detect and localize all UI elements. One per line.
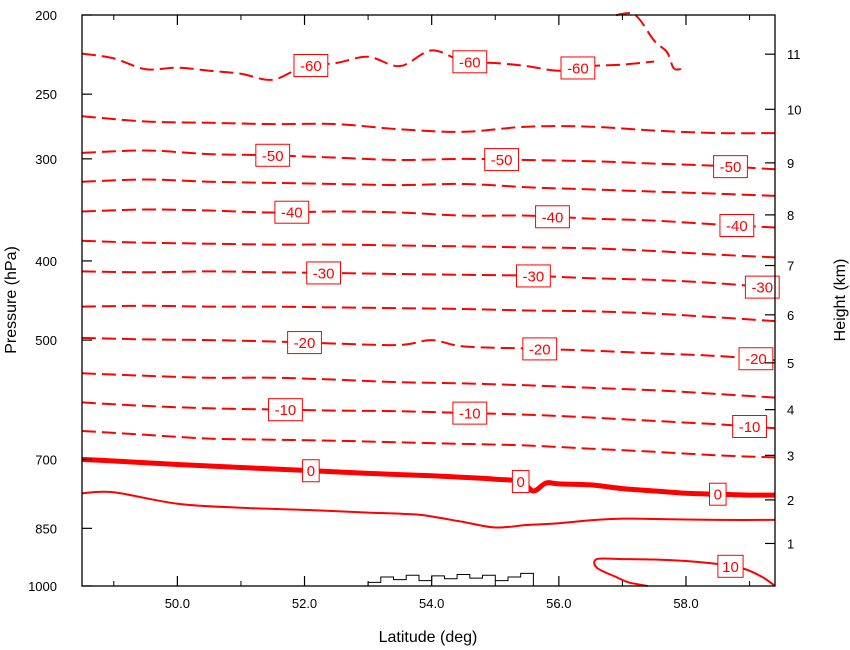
y2-tick-label: 9 bbox=[787, 156, 794, 171]
terrain-line bbox=[355, 572, 534, 587]
contour-line--40 bbox=[81, 208, 776, 229]
svg-text:-60: -60 bbox=[459, 54, 481, 71]
svg-text:0: 0 bbox=[517, 474, 525, 491]
contour-label: -50 bbox=[484, 148, 520, 172]
y-tick-label: 500 bbox=[35, 333, 57, 348]
contour-line--20 bbox=[81, 336, 776, 362]
contour-label: 10 bbox=[717, 554, 744, 578]
x-tick-label: 52.0 bbox=[292, 596, 317, 611]
y2-tick-label: 3 bbox=[787, 448, 794, 463]
contour-line--50 bbox=[81, 149, 776, 171]
svg-text:-20: -20 bbox=[294, 335, 316, 352]
y-tick-label: 200 bbox=[35, 8, 57, 23]
y2-tick-label: 2 bbox=[787, 493, 794, 508]
svg-text:-20: -20 bbox=[529, 341, 551, 358]
svg-text:-20: -20 bbox=[745, 351, 767, 368]
contour-label: -30 bbox=[306, 261, 341, 285]
y2-axis-title: Height (km) bbox=[832, 259, 849, 342]
svg-text:-30: -30 bbox=[523, 268, 545, 285]
contour-label: -10 bbox=[732, 414, 767, 438]
y2-tick-label: 10 bbox=[787, 102, 801, 117]
svg-text:-50: -50 bbox=[491, 152, 513, 169]
contour-line--25 bbox=[81, 304, 776, 323]
x-tick-label: 56.0 bbox=[546, 596, 571, 611]
svg-text:-10: -10 bbox=[459, 406, 481, 423]
contour-label: -50 bbox=[255, 143, 291, 167]
svg-text:-30: -30 bbox=[313, 265, 335, 282]
y-tick-label: 300 bbox=[35, 152, 57, 167]
contour-label: -40 bbox=[719, 214, 755, 238]
y2-tick-label: 6 bbox=[787, 308, 794, 323]
y2-tick-label: 5 bbox=[787, 356, 794, 371]
contour-line-10 bbox=[593, 557, 776, 587]
contour-line--15 bbox=[81, 372, 776, 399]
y2-tick-label: 7 bbox=[787, 259, 794, 274]
contour-label: -10 bbox=[452, 401, 488, 425]
contour-line--35 bbox=[81, 239, 776, 259]
contour-label: 0 bbox=[708, 482, 727, 506]
contour-label: 0 bbox=[511, 470, 530, 494]
contour-label: -20 bbox=[287, 331, 322, 355]
x-tick-label: 58.0 bbox=[673, 596, 698, 611]
contour-label: -60 bbox=[560, 56, 596, 80]
contour-label: -60 bbox=[293, 54, 329, 78]
contour-label: -40 bbox=[274, 200, 310, 224]
contour-label: -10 bbox=[268, 398, 303, 422]
y2-tick-label: 4 bbox=[787, 403, 794, 418]
y-tick-label: 400 bbox=[35, 254, 57, 269]
y2-tick-label: 8 bbox=[787, 208, 794, 223]
y-tick-label: 850 bbox=[35, 521, 57, 536]
terrain-outline bbox=[355, 572, 534, 587]
contour-line--45 bbox=[81, 178, 776, 197]
x-axis-title: Latitude (deg) bbox=[379, 629, 478, 646]
contour-line--5 bbox=[81, 430, 776, 459]
contour-line--55 bbox=[81, 115, 776, 135]
contour-label: -30 bbox=[516, 264, 551, 288]
svg-text:-50: -50 bbox=[720, 159, 742, 176]
svg-text:-60: -60 bbox=[567, 60, 589, 77]
svg-text:-40: -40 bbox=[726, 218, 748, 235]
contour-label: -30 bbox=[744, 275, 780, 299]
y2-tick-label: 11 bbox=[787, 47, 801, 62]
svg-text:-40: -40 bbox=[281, 205, 303, 222]
svg-text:0: 0 bbox=[307, 463, 315, 480]
contour-label: -20 bbox=[738, 347, 774, 371]
axes: 50.0 52.0 54.0 56.0 58.020025030040050070085… bbox=[28, 8, 801, 611]
y-tick-label: 1000 bbox=[28, 579, 57, 594]
contour-label: 0 bbox=[302, 459, 320, 483]
y-axis-title: Pressure (hPa) bbox=[3, 246, 20, 354]
svg-text:-10: -10 bbox=[275, 402, 297, 419]
contour-line-0 bbox=[81, 457, 776, 498]
svg-text:-50: -50 bbox=[262, 148, 284, 165]
contour-line--10 bbox=[81, 401, 776, 430]
contour-label: -50 bbox=[713, 155, 748, 179]
plot-frame bbox=[81, 14, 776, 587]
svg-text:-60: -60 bbox=[300, 58, 322, 75]
contour-line--60 bbox=[615, 12, 687, 71]
contour-label: -40 bbox=[535, 205, 570, 229]
x-tick-label: 54.0 bbox=[419, 596, 444, 611]
y2-tick-label: 1 bbox=[787, 536, 794, 551]
contour-labels: -60 -60 -60 -50 -50 -50 -40 -40 -40 -30 -30 -30 -20 -… bbox=[255, 50, 780, 578]
svg-text:-40: -40 bbox=[542, 209, 564, 226]
svg-text:-10: -10 bbox=[739, 419, 761, 436]
contour-line-5 bbox=[81, 490, 776, 529]
contour-label: -20 bbox=[522, 337, 558, 361]
svg-text:0: 0 bbox=[714, 487, 722, 504]
svg-text:-30: -30 bbox=[751, 280, 773, 297]
contour-line--60 bbox=[81, 49, 655, 81]
contour-label: -60 bbox=[452, 50, 488, 74]
x-tick-label: 50.0 bbox=[165, 596, 190, 611]
contour-lines bbox=[81, 12, 776, 587]
y-tick-label: 700 bbox=[35, 452, 57, 467]
svg-text:10: 10 bbox=[722, 559, 739, 576]
contour-line--30 bbox=[81, 270, 776, 290]
y-tick-label: 250 bbox=[35, 87, 57, 102]
